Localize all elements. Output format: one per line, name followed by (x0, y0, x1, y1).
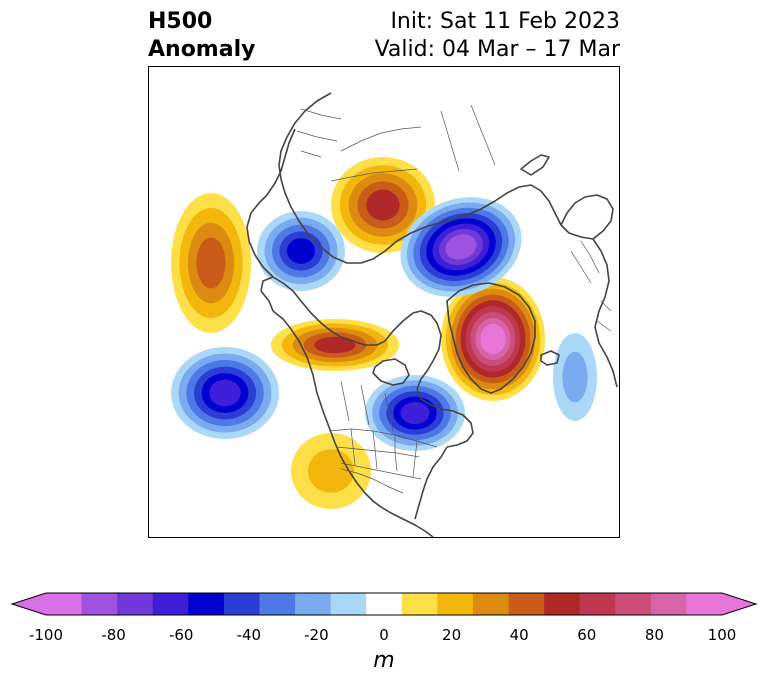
anomaly-negative-9 (553, 333, 597, 421)
coastline-iceland (540, 350, 560, 366)
contour-level (196, 237, 226, 289)
colorbar-extend-low (12, 593, 46, 615)
contour-level (400, 401, 430, 425)
colorbar-cell (472, 593, 510, 615)
anomaly-positive-3 (171, 193, 251, 333)
anomaly-positive-4 (291, 433, 371, 509)
coastline-kamchatka (246, 194, 274, 278)
colorbar-tick-label: 60 (577, 626, 597, 644)
colorbar-cell (46, 593, 83, 615)
colorbar-cell (295, 593, 332, 615)
coastline-hudson-bay (372, 358, 410, 386)
contour-level (286, 238, 316, 264)
init-date: Init: Sat 11 Feb 2023 (390, 9, 620, 34)
colorbar-outline (10, 592, 758, 616)
coastline-alaska (272, 310, 434, 537)
coastline-novaya-zemlya (520, 154, 550, 176)
contour-level (562, 351, 588, 403)
coastline-canada-arctic (384, 310, 474, 448)
border-us-canada (328, 428, 438, 448)
colorbar-cell (259, 593, 296, 615)
anomaly-negative-8 (171, 347, 279, 439)
colorbar-cell (117, 593, 154, 615)
title-line-2: Anomaly (148, 37, 256, 62)
colorbar-cell (81, 593, 118, 615)
border-europe (570, 240, 612, 332)
coastline-siberia (278, 92, 386, 264)
colorbar-tick-label: 20 (442, 626, 462, 644)
colorbar-tick-label: 100 (707, 626, 737, 644)
coastline-greenland (446, 282, 536, 394)
coastline-east-us (414, 446, 448, 520)
colorbar-cell (615, 593, 652, 615)
colorbar-cells (12, 593, 756, 615)
colorbar-cell (366, 593, 403, 615)
coastline-east-asia (266, 128, 296, 196)
colorbar-cell (579, 593, 616, 615)
political-borders (296, 104, 612, 494)
valid-range: Valid: 04 Mar – 17 Mar (374, 37, 620, 62)
colorbar-cell (544, 593, 581, 615)
run-info: Init: Sat 11 Feb 2023 Valid: 04 Mar – 17… (375, 8, 620, 64)
coastline-scandinavia (560, 194, 614, 240)
border-us-states-1 (350, 428, 418, 478)
contour-level (366, 189, 400, 221)
colorbar-cell (508, 593, 545, 615)
colorbar-tick-label: -100 (28, 626, 64, 644)
title-line-1: H500 (148, 9, 213, 34)
colorbar (10, 592, 758, 616)
colorbar-tick-label: -60 (168, 626, 194, 644)
colorbar-cell (188, 593, 225, 615)
border-us-mexico (340, 468, 404, 494)
colorbar-cell (437, 593, 474, 615)
border-canada-provinces (340, 380, 394, 432)
anomaly-map (171, 92, 618, 537)
colorbar-cell (223, 593, 260, 615)
colorbar-cell (330, 593, 367, 615)
colorbar-tick-label: -80 (101, 626, 126, 644)
colorbar-tick-label: 80 (644, 626, 664, 644)
anomaly-negative-5 (400, 197, 522, 297)
anomaly-negative-7 (365, 375, 465, 451)
coastline-alaska-north (260, 276, 386, 346)
contour-level (209, 379, 241, 407)
contour-level (314, 336, 356, 354)
colorbar-tick-label: 0 (379, 626, 389, 644)
anomaly-contours (171, 157, 597, 509)
border-russia-2 (440, 104, 496, 172)
colorbar-cell (650, 593, 687, 615)
chart-title: H500 Anomaly (148, 8, 255, 64)
map-panel (148, 66, 620, 538)
colorbar-extend-high (722, 593, 756, 615)
colorbar-tick-label: -20 (304, 626, 329, 644)
colorbar-tick-label: -40 (236, 626, 262, 644)
contour-level (445, 234, 477, 260)
border-us-states-2 (336, 446, 422, 480)
border-russia-1 (330, 126, 422, 182)
anomaly-positive-2 (271, 319, 399, 371)
colorbar-cell (401, 593, 438, 615)
colorbar-tick-label: 40 (509, 626, 529, 644)
coastline-europe (592, 238, 618, 388)
contour-level (480, 323, 506, 355)
contour-level (308, 449, 354, 493)
border-asia (296, 108, 342, 158)
anomaly-positive-0 (441, 277, 545, 401)
colorbar-unit: m (373, 648, 395, 673)
colorbar-cell (686, 593, 723, 615)
coastlines (246, 92, 618, 537)
colorbar-cell (152, 593, 189, 615)
anomaly-negative-6 (257, 211, 345, 291)
